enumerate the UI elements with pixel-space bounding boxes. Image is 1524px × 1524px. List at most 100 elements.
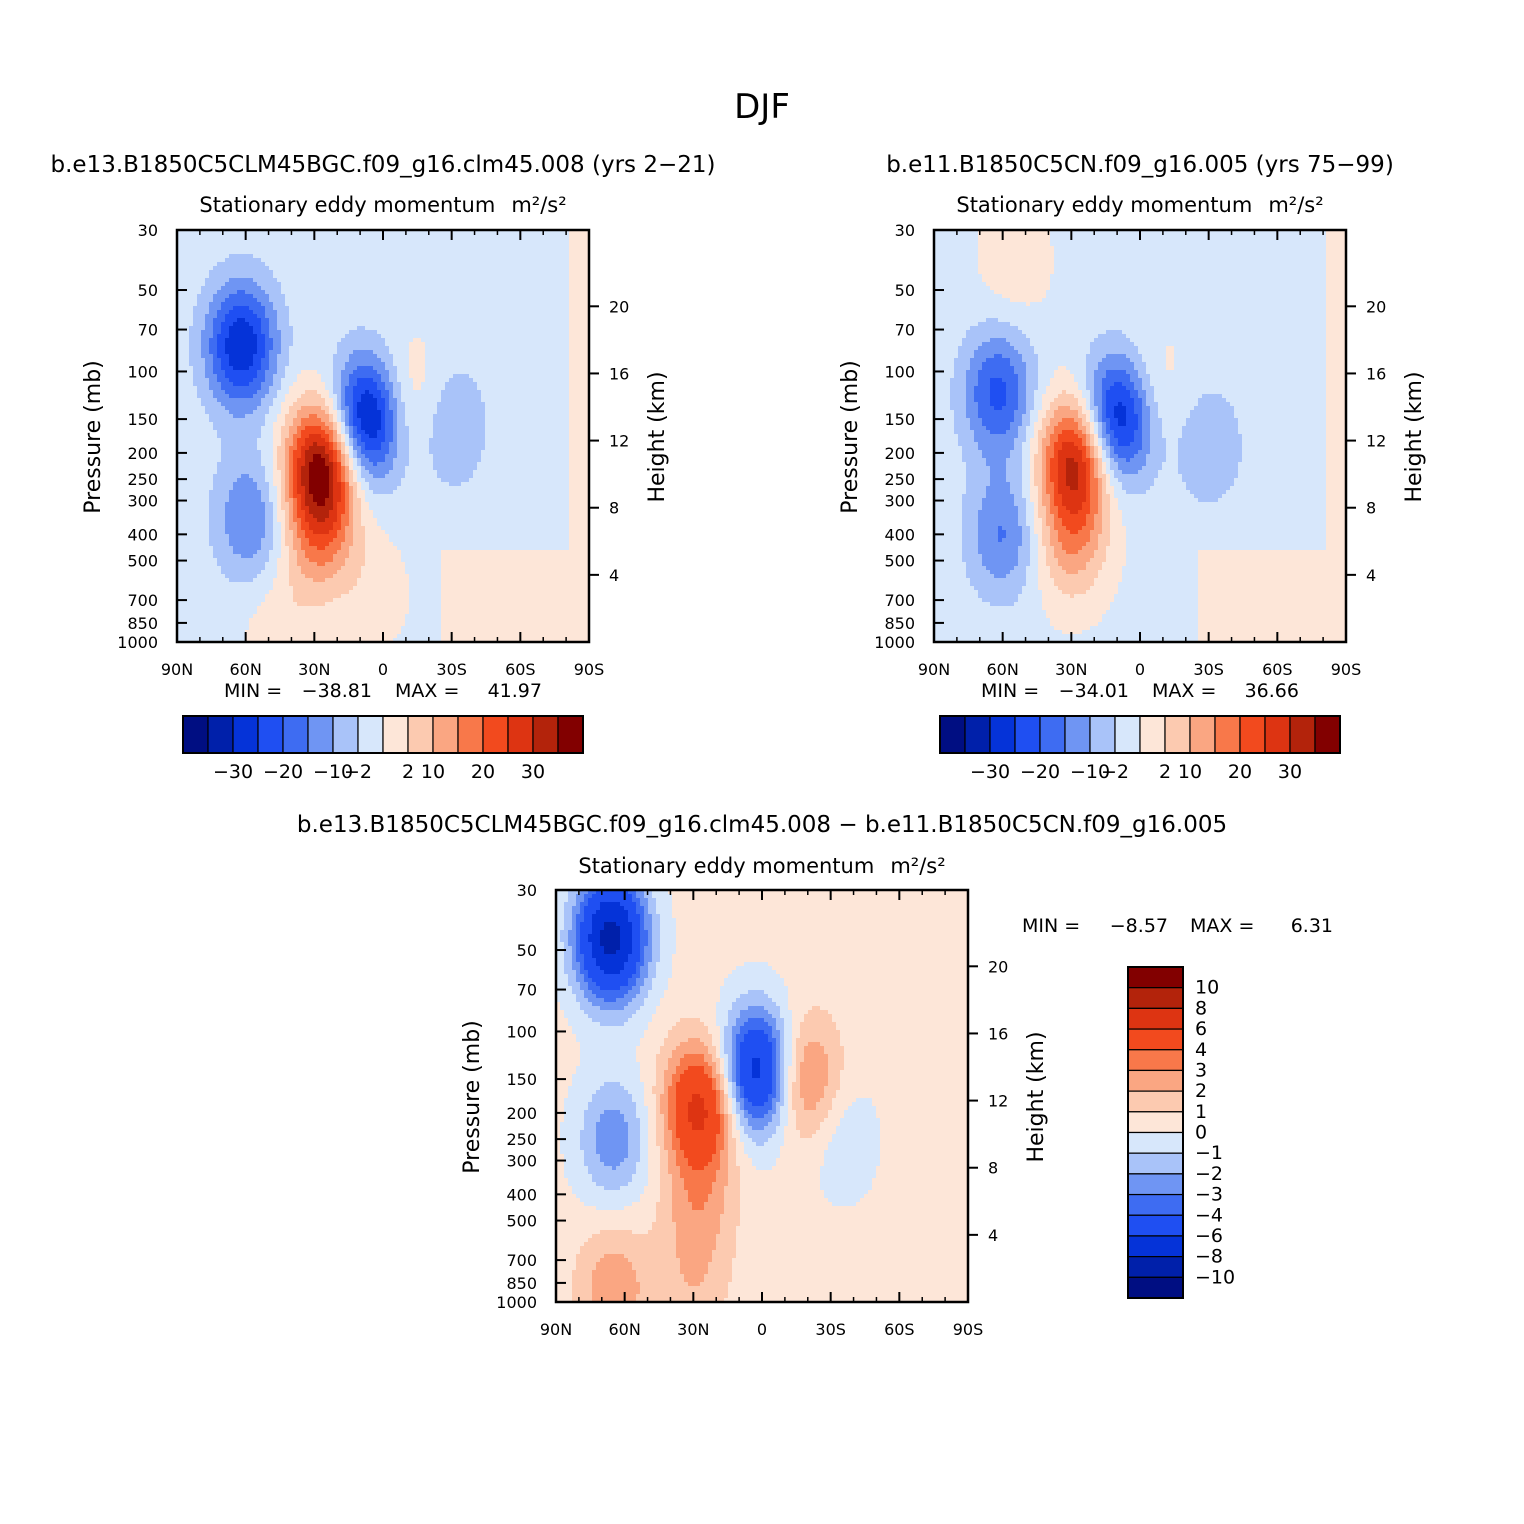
field-cell <box>197 302 202 307</box>
field-cell <box>233 318 238 323</box>
field-cell <box>449 290 454 295</box>
field-cell <box>537 234 542 239</box>
field-cell <box>453 274 458 279</box>
field-cell <box>545 274 550 279</box>
field-cell <box>273 310 278 315</box>
field-cell <box>425 242 430 247</box>
field-cell <box>385 274 390 279</box>
field-cell <box>545 242 550 247</box>
field-cell <box>381 242 386 247</box>
field-cell <box>477 234 482 239</box>
field-cell <box>349 322 354 327</box>
field-cell <box>241 334 246 339</box>
field-cell <box>181 254 186 259</box>
field-cell <box>441 322 446 327</box>
field-cell <box>361 318 366 323</box>
field-cell <box>217 262 222 267</box>
field-cell <box>225 294 230 299</box>
field-cell <box>213 282 218 287</box>
field-cell <box>413 278 418 283</box>
field-cell <box>557 278 562 283</box>
field-cell <box>485 318 490 323</box>
field-cell <box>413 250 418 255</box>
field-cell <box>553 326 558 331</box>
field-cell <box>469 278 474 283</box>
field-cell <box>229 270 234 275</box>
field-cell <box>293 270 298 275</box>
field-cell <box>449 322 454 327</box>
field-cell <box>309 294 314 299</box>
field-cell <box>313 278 318 283</box>
field-cell <box>297 330 302 335</box>
field-cell <box>333 254 338 259</box>
field-cell <box>369 270 374 275</box>
field-cell <box>481 310 486 315</box>
field-cell <box>309 242 314 247</box>
field-cell <box>553 282 558 287</box>
field-cell <box>557 290 562 295</box>
field-cell <box>341 262 346 267</box>
field-cell <box>305 266 310 271</box>
field-cell <box>205 322 210 327</box>
field-cell <box>237 238 242 243</box>
field-cell <box>389 282 394 287</box>
field-cell <box>221 262 226 267</box>
field-cell <box>545 262 550 267</box>
field-cell <box>233 242 238 247</box>
field-cell <box>317 238 322 243</box>
field-cell <box>541 314 546 319</box>
field-cell <box>317 262 322 267</box>
field-cell <box>529 246 534 251</box>
field-cell <box>521 234 526 239</box>
field-cell <box>313 270 318 275</box>
field-cell <box>405 242 410 247</box>
field-cell <box>345 290 350 295</box>
field-cell <box>233 274 238 279</box>
field-cell <box>561 278 566 283</box>
field-cell <box>369 234 374 239</box>
field-cell <box>325 330 330 335</box>
field-cell <box>477 322 482 327</box>
field-cell <box>297 310 302 315</box>
field-cell <box>529 298 534 303</box>
field-cell <box>213 310 218 315</box>
field-cell <box>305 282 310 287</box>
field-cell <box>501 234 506 239</box>
field-cell <box>305 298 310 303</box>
field-cell <box>293 238 298 243</box>
field-cell <box>217 250 222 255</box>
field-cell <box>437 326 442 331</box>
field-cell <box>305 314 310 319</box>
field-cell <box>317 318 322 323</box>
field-cell <box>529 238 534 243</box>
panel-1-variable-title: Stationary eddy momentum m²/s² <box>199 193 566 217</box>
field-cell <box>405 330 410 335</box>
field-cell <box>437 258 442 263</box>
field-cell <box>305 270 310 275</box>
field-cell <box>249 270 254 275</box>
field-cell <box>285 306 290 311</box>
field-cell <box>257 246 262 251</box>
field-cell <box>565 290 570 295</box>
field-cell <box>345 278 350 283</box>
field-cell <box>237 258 242 263</box>
field-cell <box>241 286 246 291</box>
field-cell <box>389 238 394 243</box>
field-cell <box>281 250 286 255</box>
field-cell <box>337 282 342 287</box>
field-cell <box>225 274 230 279</box>
field-cell <box>445 282 450 287</box>
field-cell <box>425 270 430 275</box>
field-cell <box>361 262 366 267</box>
field-cell <box>417 278 422 283</box>
field-cell <box>473 326 478 331</box>
field-cell <box>265 254 270 259</box>
field-cell <box>477 270 482 275</box>
field-cell <box>405 298 410 303</box>
field-cell <box>389 310 394 315</box>
field-cell <box>561 238 566 243</box>
field-cell <box>317 258 322 263</box>
field-cell <box>401 270 406 275</box>
field-cell <box>457 286 462 291</box>
field-cell <box>197 286 202 291</box>
